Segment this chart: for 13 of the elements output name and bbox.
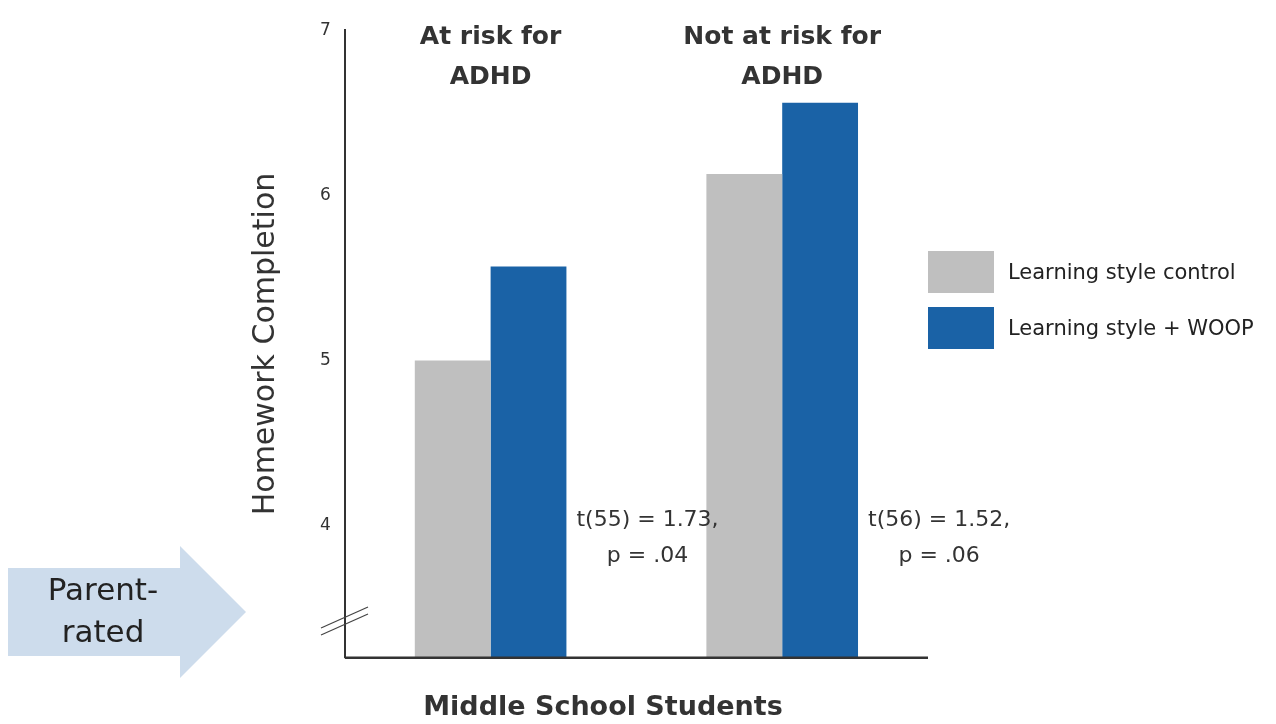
y-tick-label: 7 [319, 18, 331, 39]
y-tick-label: 6 [319, 183, 331, 204]
x-tick-label: At risk for ADHD [419, 21, 563, 91]
text: Parent-rated [46, 570, 160, 651]
y-tick-label: 5 [319, 348, 331, 369]
annotation: t(55) = 1.73, p = .04 [576, 505, 719, 567]
legend-label: Learning style control [1008, 260, 1236, 284]
legend-label: Learning style + WOOP [1008, 316, 1254, 340]
annotation: t(56) = 1.52, p = .06 [868, 505, 1011, 567]
x-tick-label: Not at risk for ADHD [683, 21, 882, 91]
y-axis-title: Homework Completion [245, 172, 281, 516]
y-tick-label: 4 [319, 514, 331, 535]
x-axis-title: Middle School Students [422, 690, 784, 721]
